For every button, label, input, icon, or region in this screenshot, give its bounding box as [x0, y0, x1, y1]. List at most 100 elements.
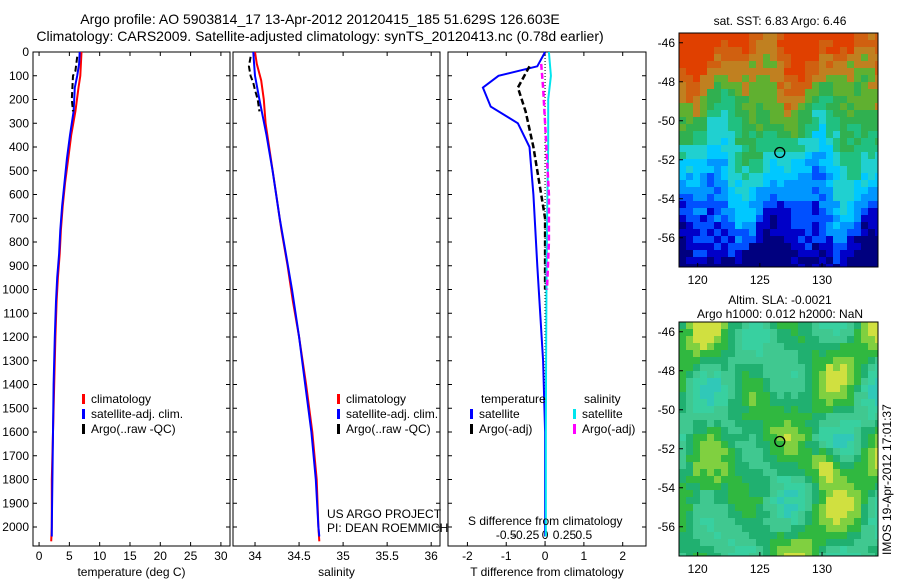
map-cell [707, 441, 714, 448]
map-cell [770, 68, 777, 75]
map-cell [854, 406, 861, 413]
map-cell [854, 441, 861, 448]
map-cell [693, 511, 700, 518]
map-cell [777, 406, 784, 413]
map-cell [847, 110, 854, 117]
map-cell [756, 82, 763, 89]
map-cell [826, 413, 833, 420]
map-cell [777, 75, 784, 82]
map-cell [735, 427, 742, 434]
map-cell [826, 420, 833, 427]
map-cell [791, 124, 798, 131]
map-cell [868, 504, 875, 511]
map-x-tick-label: 120 [688, 273, 708, 287]
map-cell [679, 166, 686, 173]
map-cell [770, 194, 777, 201]
map-cell [707, 483, 714, 490]
map-cell [679, 357, 686, 364]
map-cell [868, 75, 875, 82]
legend-swatch [82, 394, 85, 404]
map-cell [763, 75, 770, 82]
map-cell [728, 371, 735, 378]
map-cell [756, 215, 763, 222]
map-cell [833, 455, 840, 462]
map-cell [847, 343, 854, 350]
map-cell [777, 264, 784, 267]
map-cell [721, 490, 728, 497]
map-cell [735, 455, 742, 462]
map-cell [749, 75, 756, 82]
map-cell [791, 525, 798, 532]
map-cell [700, 441, 707, 448]
map-cell [756, 96, 763, 103]
map-cell [707, 497, 714, 504]
map-cell [749, 413, 756, 420]
map-cell [833, 539, 840, 546]
map-cell [875, 413, 878, 420]
map-cell [756, 61, 763, 68]
map-cell [805, 336, 812, 343]
map-cell [707, 399, 714, 406]
map-cell [826, 399, 833, 406]
map-cell [840, 159, 847, 166]
map-cell [728, 124, 735, 131]
map-cell [805, 61, 812, 68]
map-cell [728, 518, 735, 525]
map-cell [861, 215, 868, 222]
map-cell [777, 434, 784, 441]
legend-swatch [470, 424, 473, 434]
map-cell [819, 215, 826, 222]
map-cell [833, 399, 840, 406]
legend-swatch [573, 409, 576, 419]
map-cell [798, 215, 805, 222]
map-cell [798, 504, 805, 511]
map-cell [875, 532, 878, 539]
map-cell [791, 322, 798, 329]
map-cell [693, 476, 700, 483]
map-cell [805, 413, 812, 420]
map-cell [763, 420, 770, 427]
map-cell [861, 455, 868, 462]
map-cell [805, 399, 812, 406]
map-cell [826, 145, 833, 152]
map-frame [678, 321, 879, 557]
map-cell [693, 187, 700, 194]
map-cell [833, 357, 840, 364]
map-cell [700, 350, 707, 357]
map-cell [749, 350, 756, 357]
map-cell [777, 532, 784, 539]
map-cell [721, 455, 728, 462]
map-cell [861, 553, 868, 556]
map-cell [819, 420, 826, 427]
map-cell [742, 96, 749, 103]
map-cell [749, 152, 756, 159]
map-cell [679, 75, 686, 82]
map-cell [791, 469, 798, 476]
map-cell [840, 47, 847, 54]
map-cell [791, 173, 798, 180]
map-cell [735, 33, 742, 40]
map-cell [784, 117, 791, 124]
diff-top-axis-label: S difference from climatology [468, 514, 623, 528]
map-cell [721, 89, 728, 96]
map-cell [791, 511, 798, 518]
map-cell [868, 413, 875, 420]
map-cell [756, 462, 763, 469]
map-cell [721, 257, 728, 264]
map-cell [679, 131, 686, 138]
map-cell [721, 336, 728, 343]
map-cell [735, 532, 742, 539]
map-cell [791, 166, 798, 173]
map-cell [826, 462, 833, 469]
map-cell [854, 427, 861, 434]
map-cell [798, 371, 805, 378]
map-cell [679, 483, 686, 490]
map-cell [861, 343, 868, 350]
map-cell [777, 329, 784, 336]
map-cell [686, 47, 693, 54]
map-cell [791, 33, 798, 40]
legend-label: Argo(-adj) [479, 422, 533, 436]
map-cell [812, 399, 819, 406]
map-cell [700, 322, 707, 329]
map-cell [742, 525, 749, 532]
